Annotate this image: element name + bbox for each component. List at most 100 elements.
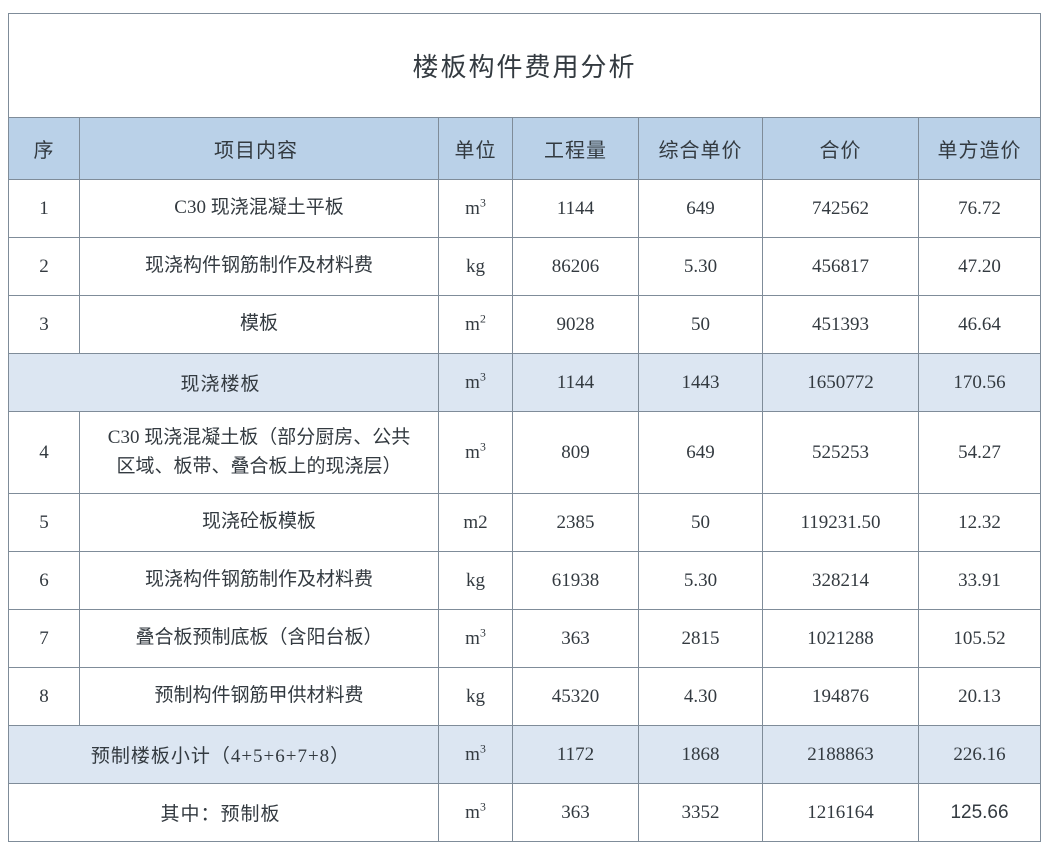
row-unit-price: 5.30	[638, 551, 763, 610]
row-unit-price: 50	[638, 295, 763, 354]
row-quantity: 45320	[512, 667, 639, 726]
unit-exponent: 3	[479, 440, 486, 454]
row-total-price: 328214	[762, 551, 919, 610]
table-row: 3 模板 m2 9028 50 451393 46.64	[8, 295, 1041, 354]
table-container: 楼板构件费用分析 序 项目内容 单位 工程量 综合单价 合价 单方造价 1 C3…	[8, 13, 1041, 842]
row-seq: 6	[8, 551, 80, 610]
row-description-text: C30 现浇混凝土平板	[174, 197, 344, 219]
unit-exponent: 3	[479, 196, 486, 210]
row-quantity: 2385	[512, 493, 639, 552]
row-description: C30 现浇混凝土板（部分厨房、公共 区域、板带、叠合板上的现浇层）	[79, 411, 439, 494]
row-unit-cost: 76.72	[918, 179, 1041, 238]
row-description: 叠合板预制底板（含阳台板）	[79, 609, 439, 668]
row-quantity: 86206	[512, 237, 639, 296]
table-row: 4 C30 现浇混凝土板（部分厨房、公共 区域、板带、叠合板上的现浇层） m3 …	[8, 411, 1041, 494]
table-row: 7 叠合板预制底板（含阳台板） m3 363 2815 1021288 105.…	[8, 609, 1041, 668]
row-description: 预制构件钢筋甲供材料费	[79, 667, 439, 726]
row-unit: m2	[438, 493, 513, 552]
row-unit-cost: 12.32	[918, 493, 1041, 552]
unit-exponent: 3	[479, 370, 486, 384]
row-unit-price: 4.30	[638, 667, 763, 726]
row-seq: 4	[8, 411, 80, 494]
title-row: 楼板构件费用分析	[8, 13, 1041, 118]
of-which-label: 其中：预制板	[8, 783, 439, 842]
subtotal-unit-cost: 170.56	[918, 353, 1041, 412]
row-unit-price: 5.30	[638, 237, 763, 296]
row-description-text: 现浇构件钢筋制作及材料费	[144, 255, 373, 277]
of-which-total-price: 1216164	[762, 783, 919, 842]
unit-base: m2	[463, 511, 488, 533]
column-header-unit-cost: 单方造价	[918, 117, 1041, 180]
row-total-price: 742562	[762, 179, 919, 238]
row-quantity: 61938	[512, 551, 639, 610]
subtotal-unit: m3	[438, 353, 513, 412]
row-total-price: 525253	[762, 411, 919, 494]
row-unit-price: 50	[638, 493, 763, 552]
column-header-description: 项目内容	[79, 117, 439, 180]
detail-row-of-which-precast: 其中：预制板 m3 363 3352 1216164 125.66	[8, 783, 1041, 842]
row-description: 现浇构件钢筋制作及材料费	[79, 237, 439, 296]
row-unit-cost: 47.20	[918, 237, 1041, 296]
row-seq: 5	[8, 493, 80, 552]
subtotal-unit-cost: 226.16	[918, 725, 1041, 784]
row-total-price: 194876	[762, 667, 919, 726]
row-unit-cost: 105.52	[918, 609, 1041, 668]
table-row: 6 现浇构件钢筋制作及材料费 kg 61938 5.30 328214 33.9…	[8, 551, 1041, 610]
page-title: 楼板构件费用分析	[8, 13, 1041, 118]
row-seq: 1	[8, 179, 80, 238]
row-unit: m3	[438, 609, 513, 668]
subtotal-row-precast: 预制楼板小计（4+5+6+7+8） m3 1172 1868 2188863 2…	[8, 725, 1041, 784]
floor-slab-cost-table: 楼板构件费用分析 序 项目内容 单位 工程量 综合单价 合价 单方造价 1 C3…	[8, 13, 1041, 842]
unit-exponent: 3	[479, 800, 486, 814]
row-description-text: 模板	[239, 313, 278, 335]
subtotal-quantity: 1172	[512, 725, 639, 784]
row-description: 现浇砼板模板	[79, 493, 439, 552]
subtotal-total-price: 2188863	[762, 725, 919, 784]
unit-base: m	[465, 313, 480, 335]
subtotal-unit: m3	[438, 725, 513, 784]
table-row: 2 现浇构件钢筋制作及材料费 kg 86206 5.30 456817 47.2…	[8, 237, 1041, 296]
unit-base: m	[465, 441, 480, 463]
row-unit: kg	[438, 551, 513, 610]
subtotal-quantity: 1144	[512, 353, 639, 412]
row-total-price: 456817	[762, 237, 919, 296]
subtotal-label: 现浇楼板	[8, 353, 439, 412]
column-header-total-price: 合价	[762, 117, 919, 180]
row-description: C30 现浇混凝土平板	[79, 179, 439, 238]
row-description: 模板	[79, 295, 439, 354]
row-unit-cost: 46.64	[918, 295, 1041, 354]
row-description: 现浇构件钢筋制作及材料费	[79, 551, 439, 610]
row-unit-price: 649	[638, 411, 763, 494]
subtotal-total-price: 1650772	[762, 353, 919, 412]
row-unit: m3	[438, 179, 513, 238]
of-which-unit-price: 3352	[638, 783, 763, 842]
row-description-text: 预制构件钢筋甲供材料费	[154, 685, 364, 707]
row-unit-cost: 54.27	[918, 411, 1041, 494]
unit-exponent: 3	[479, 742, 486, 756]
subtotal-unit-price: 1443	[638, 353, 763, 412]
row-seq: 7	[8, 609, 80, 668]
row-unit: m3	[438, 411, 513, 494]
of-which-unit: m3	[438, 783, 513, 842]
row-description-text: 现浇构件钢筋制作及材料费	[144, 569, 373, 591]
row-quantity: 363	[512, 609, 639, 668]
row-total-price: 119231.50	[762, 493, 919, 552]
row-unit-cost: 20.13	[918, 667, 1041, 726]
row-description-text: 叠合板预制底板（含阳台板）	[135, 627, 383, 649]
row-unit: m2	[438, 295, 513, 354]
row-total-price: 451393	[762, 295, 919, 354]
row-unit-price: 649	[638, 179, 763, 238]
unit-base: kg	[466, 255, 485, 277]
row-quantity: 809	[512, 411, 639, 494]
unit-base: m	[465, 371, 480, 393]
row-description-text: C30 现浇混凝土板（部分厨房、公共 区域、板带、叠合板上的现浇层）	[107, 427, 411, 477]
unit-exponent: 3	[479, 626, 486, 640]
column-header-unit-price: 综合单价	[638, 117, 763, 180]
subtotal-label: 预制楼板小计（4+5+6+7+8）	[8, 725, 439, 784]
unit-base: m	[465, 627, 480, 649]
of-which-unit-cost: 125.66	[918, 783, 1041, 842]
row-unit-cost: 33.91	[918, 551, 1041, 610]
unit-base: kg	[466, 685, 485, 707]
subtotal-unit-price: 1868	[638, 725, 763, 784]
